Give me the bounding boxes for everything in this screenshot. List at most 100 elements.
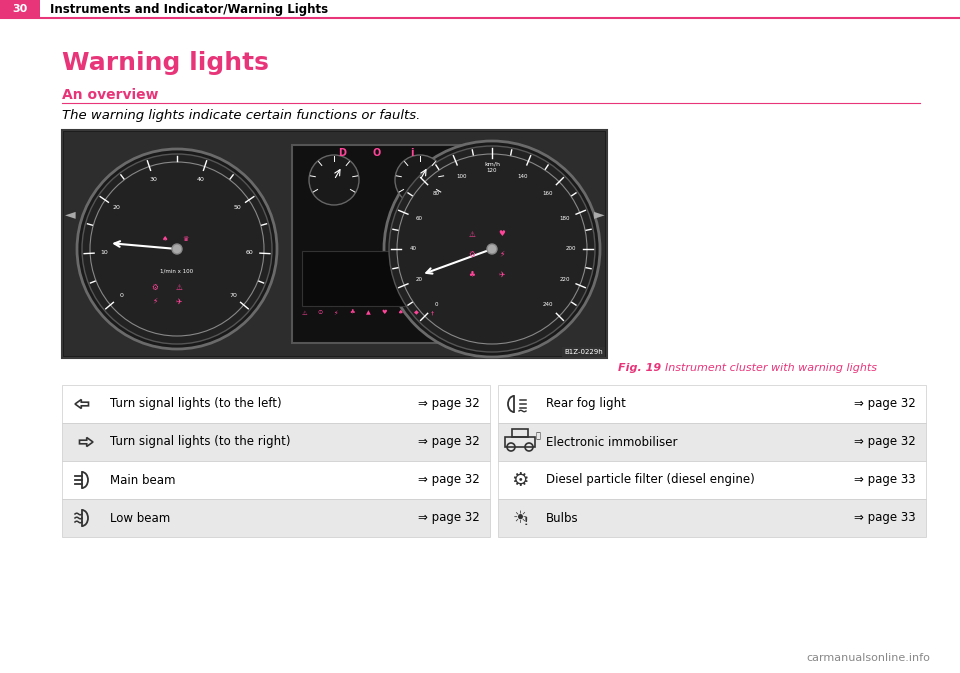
Bar — [0, 0, 40, 18]
Circle shape — [82, 154, 272, 344]
Text: ⊙: ⊙ — [318, 310, 323, 316]
Text: ⚙: ⚙ — [152, 283, 158, 291]
Text: ⇒ page 32: ⇒ page 32 — [419, 435, 480, 448]
Text: Low beam: Low beam — [110, 511, 170, 524]
Text: i: i — [410, 148, 414, 158]
Text: ⚠: ⚠ — [468, 229, 475, 238]
Bar — [64, 132, 605, 356]
Text: ♠: ♠ — [162, 236, 168, 242]
Text: ⚙: ⚙ — [512, 470, 529, 489]
Text: 0: 0 — [434, 302, 438, 308]
Circle shape — [309, 155, 359, 205]
Text: ⇒ page 32: ⇒ page 32 — [419, 511, 480, 524]
Text: ✈: ✈ — [176, 297, 182, 306]
Bar — [498, 499, 926, 537]
Text: ⚡: ⚡ — [499, 250, 505, 258]
Text: 🔒: 🔒 — [536, 431, 540, 441]
Circle shape — [487, 244, 497, 254]
Text: Main beam: Main beam — [110, 474, 176, 487]
Bar — [62, 385, 490, 423]
Circle shape — [384, 141, 600, 357]
Text: ♣: ♣ — [349, 310, 355, 316]
Circle shape — [395, 155, 445, 205]
Text: 1/min x 100: 1/min x 100 — [160, 269, 194, 273]
Text: ⇒ page 32: ⇒ page 32 — [419, 398, 480, 411]
Text: 240: 240 — [542, 302, 553, 308]
Bar — [498, 423, 926, 461]
Text: 20: 20 — [416, 277, 422, 282]
Text: ◄: ◄ — [64, 207, 75, 221]
Text: Diesel particle filter (diesel engine): Diesel particle filter (diesel engine) — [546, 474, 755, 487]
Bar — [62, 499, 490, 537]
Text: 120: 120 — [487, 168, 497, 172]
Text: An overview: An overview — [62, 88, 158, 102]
Text: O: O — [372, 148, 381, 158]
Text: 50: 50 — [233, 205, 241, 211]
Text: Rear fog light: Rear fog light — [546, 398, 626, 411]
Text: Electronic immobiliser: Electronic immobiliser — [546, 435, 678, 448]
Text: 60: 60 — [246, 250, 253, 255]
Text: 40: 40 — [196, 177, 204, 182]
Bar — [62, 423, 490, 461]
Text: 140: 140 — [517, 174, 527, 178]
Text: ⇒ page 32: ⇒ page 32 — [854, 435, 916, 448]
Bar — [292, 145, 462, 343]
Text: ⚡: ⚡ — [334, 310, 338, 316]
Bar — [302, 251, 452, 306]
Text: 200: 200 — [565, 246, 576, 252]
Text: ⇒ page 32: ⇒ page 32 — [854, 398, 916, 411]
Text: 180: 180 — [560, 216, 570, 221]
Text: ♣: ♣ — [468, 269, 475, 279]
Text: Instruments and Indicator/Warning Lights: Instruments and Indicator/Warning Lights — [50, 3, 328, 15]
Text: ▲: ▲ — [366, 310, 371, 316]
Text: 30: 30 — [150, 177, 157, 182]
Text: The warning lights indicate certain functions or faults.: The warning lights indicate certain func… — [62, 108, 420, 122]
Text: Bulbs: Bulbs — [546, 511, 579, 524]
Bar — [505, 437, 535, 447]
Text: Fig. 19: Fig. 19 — [618, 363, 661, 373]
Text: 0: 0 — [119, 293, 123, 298]
Text: †: † — [430, 310, 434, 316]
Bar — [512, 429, 528, 437]
Circle shape — [172, 244, 182, 254]
Bar — [62, 130, 607, 358]
Bar — [498, 385, 926, 423]
Text: ♛: ♛ — [181, 236, 188, 242]
Text: 160: 160 — [542, 190, 553, 196]
Text: ⚙: ⚙ — [468, 250, 475, 258]
Text: B1Z-0229h: B1Z-0229h — [564, 349, 603, 355]
Circle shape — [389, 146, 595, 352]
Text: carmanualsonline.info: carmanualsonline.info — [806, 653, 930, 663]
Text: ►: ► — [593, 207, 604, 221]
Text: Warning lights: Warning lights — [62, 51, 269, 75]
Text: ⚠: ⚠ — [176, 283, 182, 291]
Text: ✈: ✈ — [499, 269, 505, 279]
Text: 100: 100 — [457, 174, 467, 178]
Text: ⚡: ⚡ — [153, 297, 157, 306]
Text: 40: 40 — [410, 246, 417, 252]
Circle shape — [77, 149, 277, 349]
Text: ⇒ page 33: ⇒ page 33 — [854, 474, 916, 487]
Text: 20: 20 — [112, 205, 121, 211]
Text: Turn signal lights (to the right): Turn signal lights (to the right) — [110, 435, 291, 448]
Text: ⇒ page 33: ⇒ page 33 — [854, 511, 916, 524]
Bar — [0, 0, 960, 18]
Bar — [498, 461, 926, 499]
Text: ♠: ♠ — [397, 310, 403, 316]
Text: !: ! — [524, 517, 528, 527]
Text: ⚠: ⚠ — [301, 310, 307, 316]
Text: 30: 30 — [12, 4, 28, 14]
Text: 80: 80 — [433, 190, 440, 196]
Text: ⇒ page 32: ⇒ page 32 — [419, 474, 480, 487]
Text: ♥: ♥ — [498, 229, 505, 238]
Text: ♥: ♥ — [381, 310, 387, 316]
Text: D: D — [338, 148, 346, 158]
Text: Instrument cluster with warning lights: Instrument cluster with warning lights — [658, 363, 877, 373]
Text: ☀: ☀ — [513, 509, 527, 527]
Text: ◆: ◆ — [414, 310, 419, 316]
Text: 70: 70 — [229, 293, 237, 298]
Text: 10: 10 — [100, 250, 108, 255]
Bar — [62, 461, 490, 499]
Text: Turn signal lights (to the left): Turn signal lights (to the left) — [110, 398, 281, 411]
Text: 220: 220 — [560, 277, 570, 282]
